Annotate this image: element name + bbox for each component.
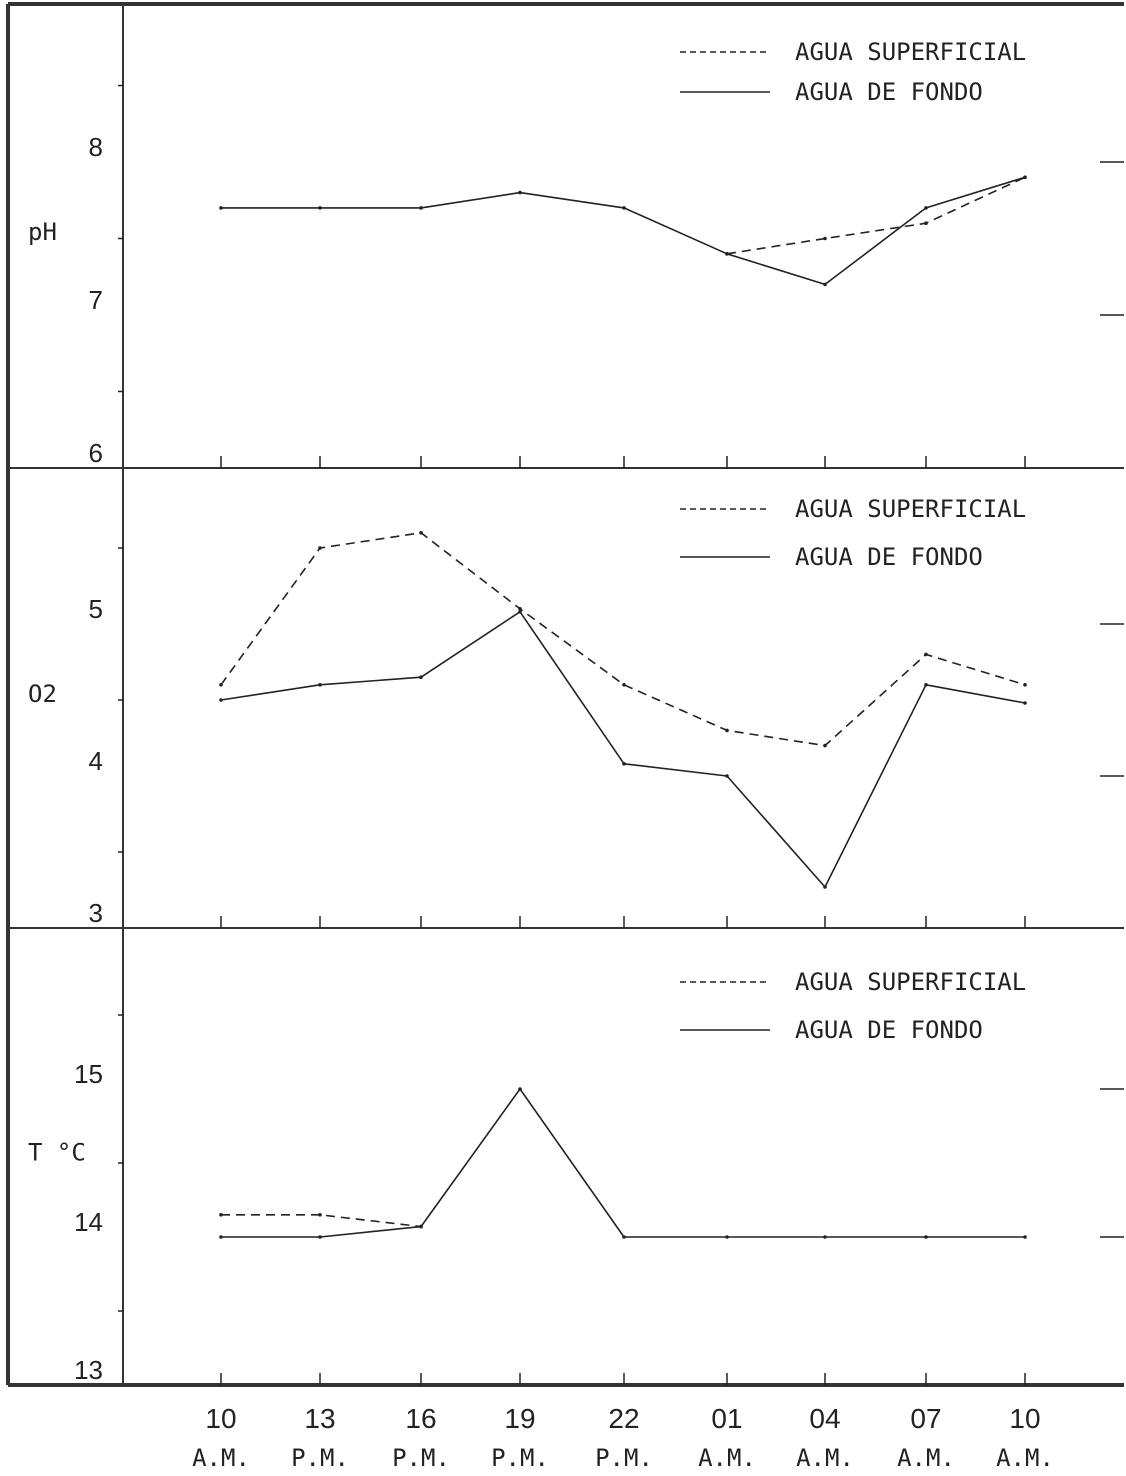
y-tick-label: 13: [74, 1355, 103, 1385]
x-tick-label: 13: [304, 1403, 335, 1434]
x-period-label: A.M.: [192, 1444, 250, 1472]
y-tick-label: 15: [74, 1059, 103, 1089]
data-point: [419, 206, 423, 210]
x-period-label: P.M.: [491, 1444, 549, 1472]
data-point: [518, 610, 522, 614]
data-point: [419, 1224, 423, 1229]
data-point: [823, 1235, 827, 1239]
data-point: [725, 252, 729, 256]
x-period-label: P.M.: [392, 1444, 450, 1472]
data-point: [1023, 1235, 1027, 1239]
data-point: [924, 221, 928, 225]
x-period-label: A.M.: [698, 1444, 756, 1472]
data-point: [725, 728, 729, 733]
data-point: [219, 206, 223, 210]
x-tick-label: 04: [809, 1403, 840, 1434]
data-point: [318, 206, 322, 210]
series-line-fondo: [220, 610, 1026, 888]
data-point: [219, 1213, 223, 1217]
data-point: [622, 683, 626, 687]
data-point: [622, 762, 626, 766]
y-tick-label: 3: [89, 898, 103, 928]
x-tick-label: 22: [608, 1403, 639, 1434]
y-tick-label: 4: [89, 746, 103, 776]
y-tick-label: 5: [89, 594, 103, 624]
data-point: [318, 546, 322, 550]
data-point: [219, 1235, 223, 1239]
legend-label: AGUA DE FONDO: [795, 78, 983, 106]
series-line-superficial: [221, 1214, 422, 1228]
data-point: [219, 698, 223, 702]
data-point: [622, 1235, 626, 1239]
data-point: [318, 1235, 322, 1239]
x-tick-label: 10: [1009, 1403, 1040, 1434]
x-tick-label: 07: [910, 1403, 941, 1434]
y-axis-label: O2: [28, 680, 57, 708]
x-period-label: P.M.: [595, 1444, 653, 1472]
y-tick-label: 7: [89, 285, 103, 315]
data-point: [318, 1213, 322, 1217]
data-point: [924, 683, 928, 687]
data-point: [419, 675, 423, 679]
legend-label: AGUA DE FONDO: [795, 1016, 983, 1044]
x-tick-label: 01: [711, 1403, 742, 1434]
legend-label: AGUA SUPERFICIAL: [795, 968, 1026, 996]
series-line-fondo: [221, 176, 1026, 286]
series-line-superficial: [726, 176, 1026, 255]
y-tick-label: 8: [89, 132, 103, 162]
x-tick-label: 10: [205, 1403, 236, 1434]
series-line-superficial: [220, 531, 1026, 747]
data-point: [419, 531, 423, 535]
legend-label: AGUA SUPERFICIAL: [795, 38, 1026, 66]
data-point: [823, 236, 827, 241]
legend-label: AGUA SUPERFICIAL: [795, 495, 1026, 523]
x-period-label: A.M.: [796, 1444, 854, 1472]
x-period-label: P.M.: [291, 1444, 349, 1472]
y-axis-label: pH: [28, 218, 57, 246]
data-point: [823, 743, 827, 748]
data-point: [1023, 175, 1027, 180]
data-point: [725, 1235, 729, 1239]
data-point: [219, 683, 223, 687]
data-point: [1023, 683, 1027, 687]
data-point: [518, 1087, 522, 1091]
series-line-fondo: [221, 1088, 1025, 1238]
data-point: [823, 282, 827, 287]
y-tick-label: 14: [74, 1207, 103, 1237]
data-point: [1023, 701, 1027, 705]
x-period-label: A.M.: [897, 1444, 955, 1472]
data-point: [924, 1235, 928, 1239]
data-point: [318, 683, 322, 687]
x-tick-label: 19: [504, 1403, 535, 1434]
legend-label: AGUA DE FONDO: [795, 543, 983, 571]
data-point: [622, 206, 626, 210]
data-point: [823, 885, 827, 889]
data-point: [518, 607, 522, 611]
x-tick-label: 16: [405, 1403, 436, 1434]
data-point: [924, 652, 928, 657]
data-point: [518, 190, 522, 195]
data-point: [725, 774, 729, 778]
y-axis-label: T °C: [28, 1139, 86, 1167]
data-point: [924, 206, 928, 210]
x-period-label: A.M.: [996, 1444, 1054, 1472]
y-tick-label: 6: [89, 438, 103, 468]
